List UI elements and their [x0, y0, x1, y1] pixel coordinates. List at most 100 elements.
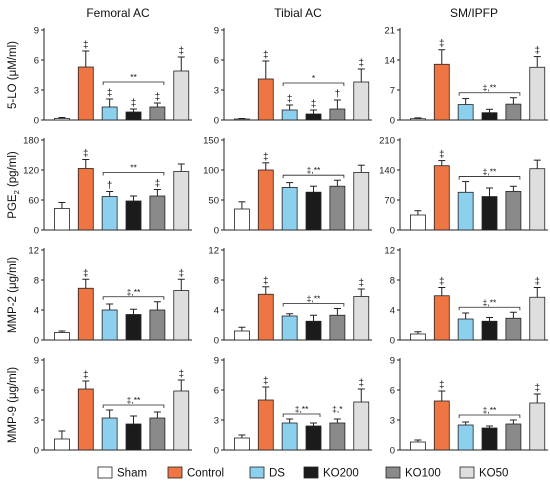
comparison-bracket [282, 82, 345, 86]
bracket-label: ‡,* [332, 404, 343, 414]
y-tick-label: 9 [214, 356, 219, 367]
bar-ds [101, 417, 118, 451]
legend-label-ko50: KO50 [479, 468, 508, 480]
y-tick-label: 6 [214, 56, 219, 67]
y-tick-label: 6 [390, 386, 395, 397]
y-tick-label: 0 [390, 336, 395, 347]
comparison-bracket [458, 414, 521, 418]
bar-ko50 [529, 168, 546, 231]
bar-ko200 [125, 314, 142, 341]
y-tick-label: 0 [34, 446, 39, 457]
panel-r2-c2: 0 4 8 12 ‡ ‡ ‡,** [384, 246, 548, 347]
bar-ds [101, 196, 118, 231]
y-tick-label: 0 [34, 336, 39, 347]
y-tick-label: 0 [214, 446, 219, 457]
bar-ko50 [353, 296, 370, 341]
significance-mark: ‡ [131, 98, 137, 109]
y-tick-label: 6 [34, 386, 39, 397]
bracket-label: ** [130, 72, 137, 82]
significance-mark: ‡ [107, 88, 113, 99]
bar-ko200 [481, 427, 498, 451]
y-tick-label: 0 [34, 116, 39, 127]
legend-label-ds: DS [269, 468, 285, 480]
bar-ko200 [481, 196, 498, 231]
bracket-label: ** [130, 163, 137, 173]
significance-mark: ‡ [263, 50, 269, 61]
bar-ko100 [329, 314, 346, 341]
significance-mark: † [335, 89, 341, 100]
bar-ko100 [329, 185, 346, 231]
bar-ko50 [529, 402, 546, 451]
panel-r0-c2: 0 7 14 21 ‡ ‡ ‡,** [384, 26, 548, 127]
comparison-bracket [102, 296, 165, 300]
bar-ko100 [505, 103, 522, 121]
bar-control [257, 293, 274, 341]
row-ylabel-main: MMP-9 (μg/ml) [7, 367, 19, 443]
bar-ds [101, 106, 118, 121]
y-tick-label: 21 [384, 26, 395, 37]
comparison-bracket [458, 92, 521, 96]
significance-mark: † [107, 181, 113, 192]
bar-ds [281, 109, 298, 121]
bar-ko100 [149, 106, 166, 121]
significance-mark: ‡ [263, 152, 269, 163]
bracket-label: ‡,** [127, 287, 141, 297]
y-tick-label: 6 [34, 56, 39, 67]
bar-ds [457, 104, 474, 121]
bar-ds [281, 186, 298, 231]
significance-mark: ‡ [534, 383, 540, 394]
bar-control [77, 388, 94, 451]
bar-ko100 [149, 309, 166, 341]
y-tick-label: 60 [28, 196, 39, 207]
bracket-label: ‡,** [307, 165, 321, 175]
bar-control [257, 399, 274, 451]
y-tick-label: 0 [214, 116, 219, 127]
legend-label-control: Control [187, 468, 224, 480]
bar-control [433, 63, 450, 121]
legend-label-ko100: KO100 [405, 468, 441, 480]
panel-r0-c1: 0 3 6 9 ‡ ‡ ‡ † ‡ * [214, 26, 372, 127]
significance-mark: ‡ [358, 58, 364, 69]
bar-ko100 [505, 317, 522, 341]
y-tick-label: 0 [34, 226, 39, 237]
panel-r2-c0: 0 4 8 12 ‡ ‡ ‡,** [28, 246, 192, 347]
y-tick-label: 9 [390, 356, 395, 367]
bar-ko100 [329, 108, 346, 121]
y-tick-label: 7 [390, 86, 395, 97]
significance-mark: ‡ [83, 149, 89, 160]
bracket-label: ‡,** [307, 294, 321, 304]
significance-mark: ‡ [358, 278, 364, 289]
bar-sham [234, 330, 250, 341]
significance-mark: ‡ [263, 276, 269, 287]
panel-r1-c1: 0 50 100 150 ‡ ‡,** [203, 136, 372, 237]
bar-control [433, 295, 450, 341]
bracket-label: ‡,** [483, 297, 497, 307]
bracket-label: ‡,** [295, 404, 309, 414]
legend-swatch-ko100 [385, 466, 401, 479]
column-title-sm-ipfp: SM/IPFP [450, 6, 498, 20]
comparison-bracket [102, 404, 165, 408]
bar-ko200 [305, 320, 322, 341]
bar-control [257, 78, 274, 121]
y-tick-label: 100 [203, 166, 219, 177]
y-tick-label: 0 [390, 116, 395, 127]
y-tick-label: 4 [34, 306, 39, 317]
significance-mark: ‡ [155, 179, 161, 190]
bar-ko200 [481, 112, 498, 121]
bar-sham [54, 438, 70, 451]
comparison-bracket [458, 306, 521, 311]
row-ylabel-main: MMP-2 (μg/ml) [7, 257, 19, 333]
bar-control [77, 287, 94, 341]
bracket-label: ‡,** [483, 83, 497, 93]
bar-ko200 [305, 191, 322, 231]
significance-mark: ‡ [439, 277, 445, 288]
bar-ds [281, 315, 298, 341]
bar-ko50 [353, 171, 370, 231]
y-tick-label: 0 [390, 226, 395, 237]
comparison-bracket [282, 303, 345, 307]
y-tick-label: 8 [34, 276, 39, 287]
bar-sham [410, 441, 426, 451]
row-ylabel-suffix: (pg/ml) [7, 151, 19, 190]
y-tick-label: 0 [390, 446, 395, 457]
